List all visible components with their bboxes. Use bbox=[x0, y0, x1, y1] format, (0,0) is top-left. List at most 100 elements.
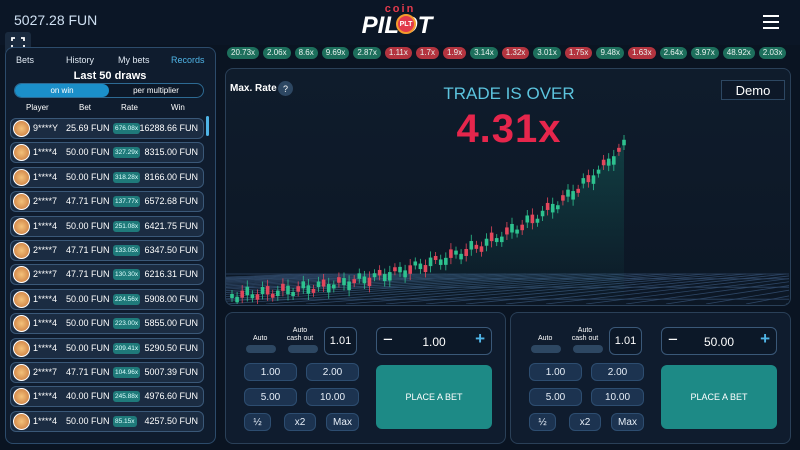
menu-icon[interactable] bbox=[763, 14, 781, 30]
increase-button[interactable]: + bbox=[475, 329, 485, 348]
quick-amount-button[interactable]: 2.00 bbox=[306, 363, 359, 381]
bet: 50.00 FUN bbox=[66, 171, 110, 182]
candle bbox=[525, 215, 530, 223]
tab[interactable]: History bbox=[66, 55, 95, 65]
bet: 47.71 FUN bbox=[66, 367, 110, 377]
candle bbox=[250, 294, 255, 299]
history-chip: 1.32x bbox=[501, 47, 530, 59]
auto-cash-out-switch[interactable] bbox=[573, 345, 603, 353]
history-chip: 48.92x bbox=[722, 47, 755, 59]
logo-top: coin bbox=[384, 3, 416, 15]
coin-icon bbox=[13, 315, 30, 333]
amount-action-button[interactable]: Max bbox=[611, 413, 644, 431]
rate: 251.08x bbox=[113, 220, 141, 232]
quick-amount-button[interactable]: 1.00 bbox=[244, 363, 297, 381]
history-chip: 20.73x bbox=[227, 47, 260, 59]
candle bbox=[377, 269, 382, 276]
win: 5908.00 FUN bbox=[144, 293, 198, 304]
quick-amount-button[interactable]: 5.00 bbox=[244, 388, 297, 406]
coin-icon bbox=[13, 193, 30, 211]
candle bbox=[428, 257, 433, 267]
quick-amount-button[interactable]: 5.00 bbox=[529, 388, 582, 406]
candle bbox=[433, 255, 438, 260]
demo-badge: Demo bbox=[721, 80, 785, 100]
record-row: 2****7 47.71 FUN 137.77x 6572.68 FUN bbox=[10, 191, 204, 213]
candle bbox=[617, 147, 621, 152]
coin-icon bbox=[13, 364, 30, 381]
amount-action-button[interactable]: x2 bbox=[569, 413, 601, 431]
amount-action-button[interactable]: x2 bbox=[284, 413, 316, 431]
history-chip: 2.64x bbox=[659, 47, 688, 59]
history-chip: 1.75x bbox=[564, 47, 593, 59]
quick-amount-button[interactable]: 2.00 bbox=[591, 363, 644, 381]
candle bbox=[550, 203, 555, 213]
bet: 40.00 FUN bbox=[66, 391, 110, 402]
bet: 50.00 FUN bbox=[66, 415, 110, 426]
auto-switch[interactable] bbox=[531, 345, 561, 353]
candle bbox=[240, 290, 244, 298]
grid-line bbox=[226, 273, 387, 282]
candle bbox=[393, 267, 397, 272]
amount[interactable]: 50.00 bbox=[703, 335, 735, 349]
auto-cash-out-switch[interactable] bbox=[288, 345, 318, 353]
place-bet-button[interactable]: PLACE A BET bbox=[661, 365, 777, 429]
rate: 130.30x bbox=[113, 269, 141, 281]
cash-out-value[interactable]: 1.01 bbox=[609, 327, 642, 355]
candle bbox=[479, 246, 484, 252]
candle bbox=[530, 214, 535, 224]
rate: 224.56x bbox=[113, 293, 141, 305]
history-chip: 3.14x bbox=[470, 47, 498, 59]
amount-action-button[interactable]: ½ bbox=[244, 413, 271, 431]
rate: 85.15x bbox=[113, 415, 137, 427]
column-header: Player bbox=[26, 103, 49, 112]
candle bbox=[576, 188, 580, 193]
candle bbox=[586, 175, 591, 183]
decrease-button[interactable]: − bbox=[383, 330, 393, 349]
history-chip: 3.01x bbox=[533, 47, 561, 59]
candle bbox=[622, 139, 626, 146]
auto-switch[interactable] bbox=[246, 345, 276, 353]
column-header: Bet bbox=[79, 103, 92, 112]
help-button[interactable]: ? bbox=[278, 81, 293, 96]
amount[interactable]: 1.00 bbox=[422, 335, 446, 349]
candle bbox=[255, 294, 260, 300]
grid-line bbox=[705, 289, 789, 304]
quick-amount-button[interactable]: 1.00 bbox=[529, 363, 582, 381]
coin-icon bbox=[13, 412, 30, 430]
candle bbox=[449, 249, 453, 258]
cash-out-value[interactable]: 1.01 bbox=[324, 327, 357, 355]
candle bbox=[454, 250, 458, 255]
candle bbox=[571, 191, 575, 200]
candle bbox=[306, 285, 311, 294]
tab[interactable]: My bets bbox=[118, 55, 150, 65]
sidebar: Bets History My bets Records Last 50 draws on… bbox=[5, 47, 216, 444]
coin-icon bbox=[13, 388, 30, 406]
coin-icon bbox=[13, 144, 30, 162]
toggle: on win per multiplier bbox=[14, 83, 204, 98]
auto-label: Auto bbox=[538, 335, 553, 342]
player: 1****4 bbox=[33, 220, 58, 231]
candle bbox=[459, 253, 463, 260]
player: 2****7 bbox=[33, 196, 58, 207]
tab[interactable]: Bets bbox=[16, 55, 35, 65]
player: 1****4 bbox=[33, 293, 58, 304]
tab[interactable]: Records bbox=[171, 55, 205, 65]
quick-amount-button[interactable]: 10.00 bbox=[591, 388, 644, 406]
place-bet-button[interactable]: PLACE A BET bbox=[376, 365, 492, 429]
coin-icon bbox=[13, 242, 30, 259]
increase-button[interactable]: + bbox=[760, 329, 770, 348]
candle bbox=[372, 273, 377, 278]
bet: 47.71 FUN bbox=[66, 245, 110, 255]
quick-amount-button[interactable]: 10.00 bbox=[306, 388, 359, 406]
toggle-option[interactable]: per multiplier bbox=[133, 86, 179, 95]
history-chip: 1.9x bbox=[443, 47, 467, 59]
amount-action-button[interactable]: ½ bbox=[529, 413, 556, 431]
candle bbox=[556, 205, 560, 210]
amount-action-button[interactable]: Max bbox=[326, 413, 359, 431]
record-row: 1****4 50.00 FUN 224.56x 5908.00 FUN bbox=[10, 288, 204, 310]
decrease-button[interactable]: − bbox=[668, 330, 678, 349]
toggle-option[interactable]: on win bbox=[15, 84, 109, 97]
candle bbox=[301, 281, 306, 289]
win: 6421.75 FUN bbox=[144, 220, 198, 231]
grid-line bbox=[665, 285, 789, 304]
